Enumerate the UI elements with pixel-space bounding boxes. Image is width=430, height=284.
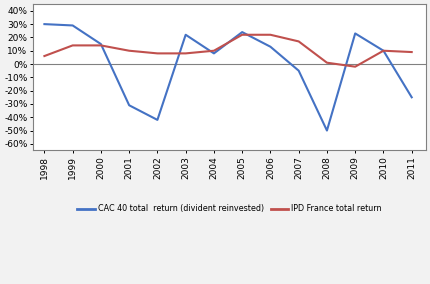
CAC 40 total  return (divident reinvested) <box>268 45 273 49</box>
IPD France total return <box>268 33 273 36</box>
CAC 40 total  return (divident reinvested) <box>381 49 386 53</box>
CAC 40 total  return (divident reinvested) <box>183 33 188 36</box>
IPD France total return <box>70 44 75 47</box>
CAC 40 total  return (divident reinvested) <box>98 42 104 46</box>
IPD France total return <box>212 49 217 53</box>
CAC 40 total  return (divident reinvested) <box>296 69 301 72</box>
IPD France total return <box>42 54 47 58</box>
IPD France total return <box>183 52 188 55</box>
Legend: CAC 40 total  return (divident reinvested), IPD France total return: CAC 40 total return (divident reinvested… <box>74 201 385 217</box>
IPD France total return <box>409 50 414 54</box>
CAC 40 total  return (divident reinvested) <box>126 104 132 107</box>
CAC 40 total  return (divident reinvested) <box>70 24 75 27</box>
IPD France total return <box>381 49 386 53</box>
CAC 40 total  return (divident reinvested) <box>324 129 329 132</box>
CAC 40 total  return (divident reinvested) <box>212 52 217 55</box>
IPD France total return <box>98 44 104 47</box>
IPD France total return <box>155 52 160 55</box>
IPD France total return <box>240 33 245 36</box>
CAC 40 total  return (divident reinvested) <box>42 22 47 26</box>
CAC 40 total  return (divident reinvested) <box>240 30 245 34</box>
CAC 40 total  return (divident reinvested) <box>353 32 358 35</box>
CAC 40 total  return (divident reinvested) <box>155 118 160 122</box>
CAC 40 total  return (divident reinvested) <box>409 96 414 99</box>
IPD France total return <box>353 65 358 68</box>
Line: IPD France total return: IPD France total return <box>44 35 412 67</box>
IPD France total return <box>324 61 329 64</box>
IPD France total return <box>126 49 132 53</box>
IPD France total return <box>296 40 301 43</box>
Line: CAC 40 total  return (divident reinvested): CAC 40 total return (divident reinvested… <box>44 24 412 131</box>
